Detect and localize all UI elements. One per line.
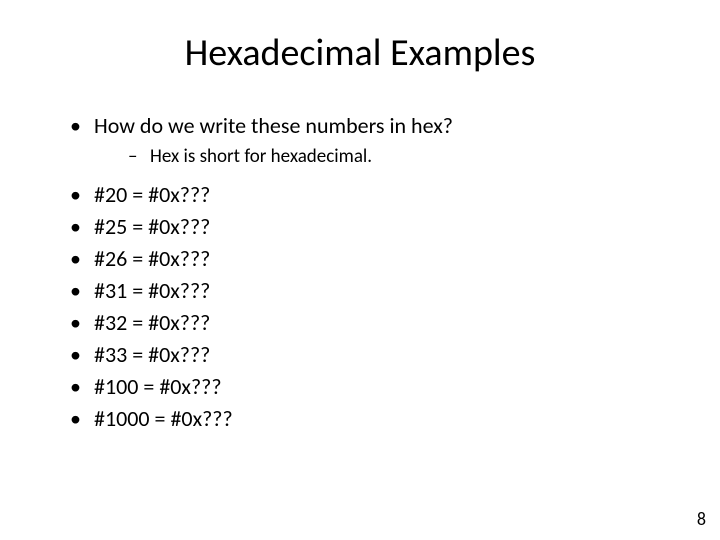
examples-list: #20 = #0x??? #25 = #0x??? #26 = #0x??? #… <box>60 179 660 434</box>
question-bullet: How do we write these numbers in hex? He… <box>70 112 660 169</box>
example-item: #20 = #0x??? <box>70 179 660 211</box>
question-text: How do we write these numbers in hex? <box>94 112 453 139</box>
example-text: #100 = #0x??? <box>94 373 222 400</box>
example-item: #26 = #0x??? <box>70 243 660 275</box>
example-text: #31 = #0x??? <box>94 277 210 304</box>
example-item: #33 = #0x??? <box>70 339 660 371</box>
example-text: #32 = #0x??? <box>94 309 210 336</box>
example-text: #20 = #0x??? <box>94 181 210 208</box>
subnote-text: Hex is short for hexadecimal. <box>150 145 372 168</box>
example-item: #25 = #0x??? <box>70 211 660 243</box>
slide-title: Hexadecimal Examples <box>60 30 660 76</box>
example-item: #31 = #0x??? <box>70 275 660 307</box>
subnote-bullet: Hex is short for hexadecimal. <box>128 145 660 170</box>
page-number: 8 <box>697 508 706 530</box>
example-text: #1000 = #0x??? <box>94 405 233 432</box>
slide: Hexadecimal Examples How do we write the… <box>0 0 720 540</box>
example-text: #25 = #0x??? <box>94 213 210 240</box>
example-item: #1000 = #0x??? <box>70 403 660 435</box>
bullet-level-2: Hex is short for hexadecimal. <box>94 145 660 170</box>
bullet-level-1: How do we write these numbers in hex? He… <box>60 112 660 169</box>
example-item: #100 = #0x??? <box>70 371 660 403</box>
example-item: #32 = #0x??? <box>70 307 660 339</box>
example-text: #33 = #0x??? <box>94 341 210 368</box>
example-text: #26 = #0x??? <box>94 245 210 272</box>
